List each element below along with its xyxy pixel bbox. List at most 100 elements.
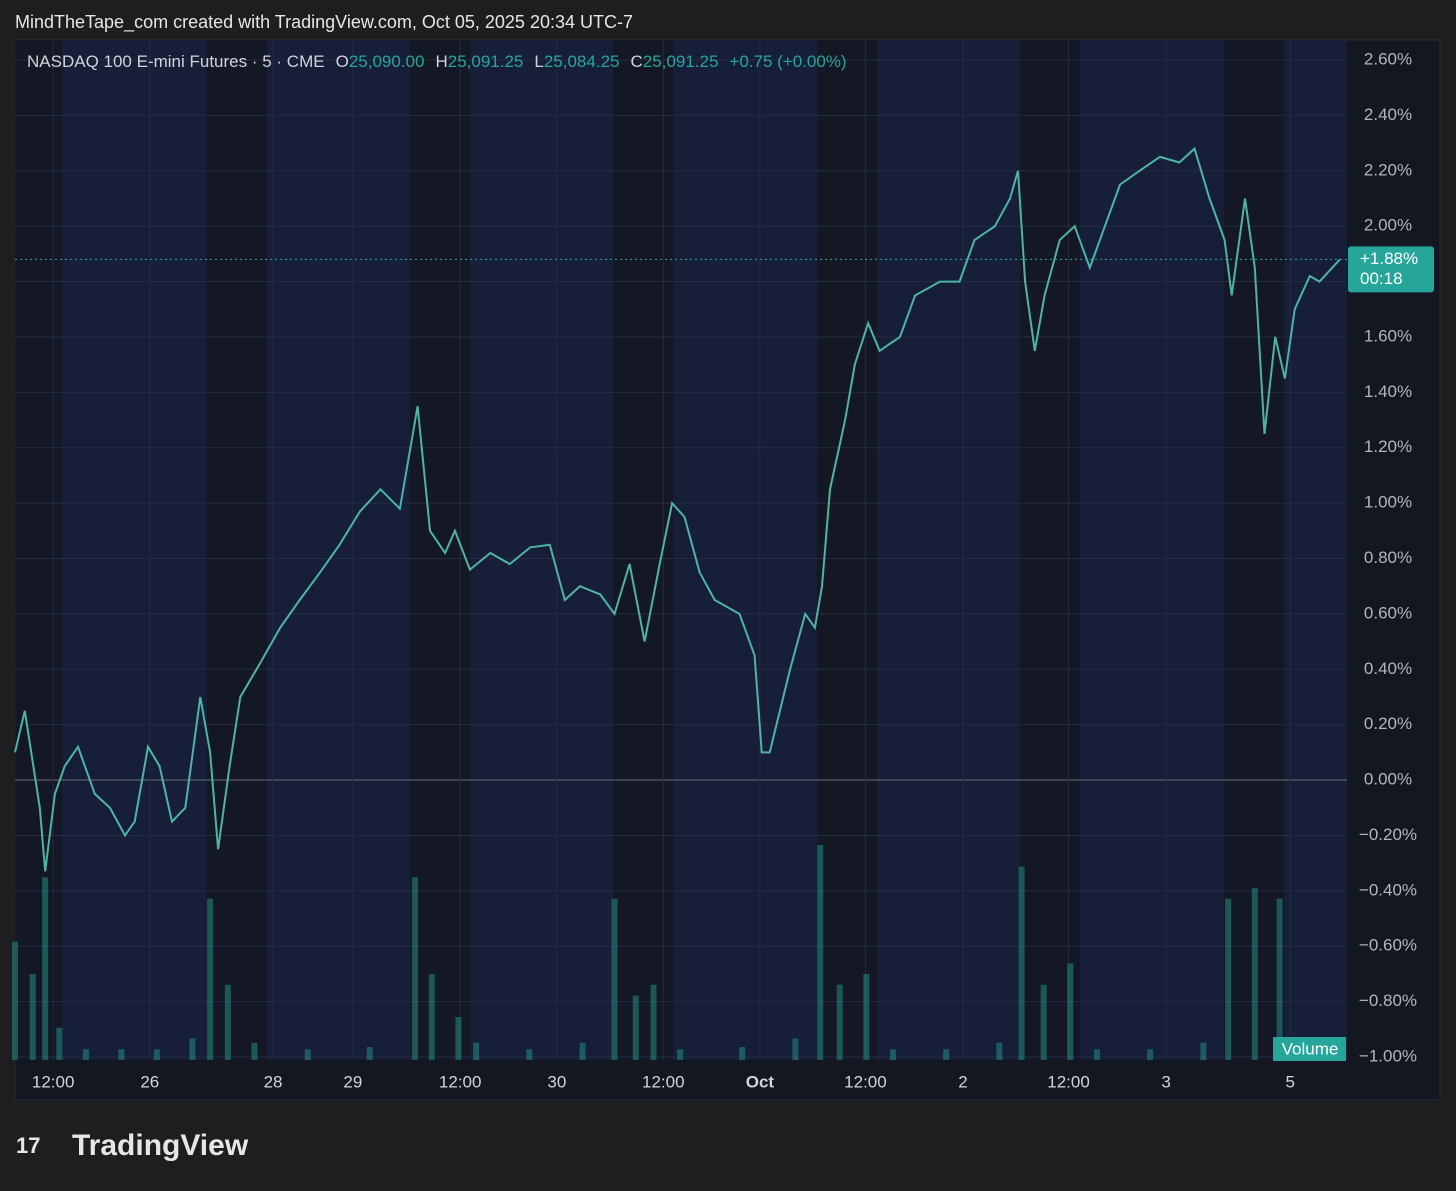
session-bands: [15, 40, 1284, 1060]
volume-bar: [56, 1027, 63, 1060]
legend-h-key: H: [435, 52, 447, 71]
volume-bar: [943, 1049, 950, 1060]
legend-o: 25,090.00: [349, 52, 425, 71]
volume-bar: [611, 898, 618, 1060]
y-tick-label: 0.00%: [1364, 770, 1412, 789]
price-line: [14, 146, 1341, 872]
x-tick-label: 12:00: [844, 1072, 887, 1091]
x-tick-label: 12:00: [1047, 1072, 1090, 1091]
legend-c-key: C: [630, 52, 642, 71]
x-tick-label: 12:00: [439, 1072, 482, 1091]
volume-bar: [996, 1042, 1003, 1060]
y-tick-label: 1.60%: [1364, 326, 1412, 345]
y-tick-label: 0.80%: [1364, 548, 1412, 567]
volume-bar: [207, 898, 214, 1060]
logo: TradingView: [72, 1129, 249, 1162]
session-band: [613, 40, 673, 1060]
y-tick-label: 0.20%: [1364, 714, 1412, 733]
volume-bar: [739, 1047, 746, 1060]
last-price-tag: [1348, 246, 1434, 293]
volume-bar: [526, 1049, 533, 1060]
x-tick-label: 12:00: [32, 1072, 75, 1091]
session-band: [15, 40, 62, 1060]
volume-bar: [29, 974, 36, 1060]
x-tick-label: 29: [343, 1072, 362, 1091]
y-tick-label: −0.40%: [1359, 880, 1417, 899]
volume-bar: [677, 1049, 684, 1060]
volume-bar: [455, 1017, 462, 1060]
y-tick-label: 1.20%: [1364, 437, 1412, 456]
session-band: [817, 40, 877, 1060]
x-tick-label: 30: [547, 1072, 566, 1091]
volume-bar: [366, 1047, 373, 1060]
last-price-label: +1.88%: [1360, 249, 1418, 268]
volume-bar: [792, 1038, 799, 1060]
x-tick-label: 26: [140, 1072, 159, 1091]
y-tick-label: −1.00%: [1359, 1046, 1417, 1065]
volume-bar: [251, 1042, 258, 1060]
volume-label: Volume: [1282, 1039, 1339, 1058]
volume-bar: [579, 1042, 586, 1060]
y-tick-label: −0.60%: [1359, 936, 1417, 955]
x-tick-label: 2: [958, 1072, 967, 1091]
y-tick-label: 2.60%: [1364, 49, 1412, 68]
volume-bar: [153, 1049, 160, 1060]
x-tick-label: 3: [1161, 1072, 1170, 1091]
volume-label-bg: [1273, 1037, 1346, 1061]
volume-bar: [1200, 1042, 1207, 1060]
volume-bar: [304, 1049, 311, 1060]
legend-c: 25,091.25: [643, 52, 719, 71]
y-tick-label: 1.00%: [1364, 493, 1412, 512]
volume-bar: [1093, 1049, 1100, 1060]
volume-bar: [1067, 963, 1074, 1060]
session-band: [1020, 40, 1080, 1060]
volume-bar: [189, 1038, 196, 1060]
volume-bar: [863, 974, 870, 1060]
legend-o-key: O: [336, 52, 349, 71]
caption: MindTheTape_com created with TradingView…: [15, 12, 633, 33]
session-band: [410, 40, 470, 1060]
y-tick-label: 2.40%: [1364, 105, 1412, 124]
volume-bar: [1040, 984, 1047, 1060]
volume-bar: [836, 984, 843, 1060]
y-tick-label: 2.20%: [1364, 160, 1412, 179]
x-tick-label: 28: [264, 1072, 283, 1091]
legend-h: 25,091.25: [448, 52, 524, 71]
logo-mark: 17: [16, 1133, 40, 1158]
volume-bar: [224, 984, 231, 1060]
session-band: [207, 40, 267, 1060]
y-tick-label: 1.40%: [1364, 382, 1412, 401]
y-tick-label: 2.00%: [1364, 216, 1412, 235]
volume-bar: [82, 1049, 89, 1060]
x-tick-label: 5: [1286, 1072, 1295, 1091]
volume-bar: [118, 1049, 125, 1060]
volume-bar: [1225, 898, 1232, 1060]
session-band: [1224, 40, 1284, 1060]
volume-bar: [42, 877, 49, 1060]
y-tick-label: 0.60%: [1364, 603, 1412, 622]
y-tick-label: −0.80%: [1359, 991, 1417, 1010]
volume-bar: [1147, 1049, 1154, 1060]
y-tick-label: −0.20%: [1359, 825, 1417, 844]
y-tick-label: 0.40%: [1364, 659, 1412, 678]
volume-bar: [650, 984, 657, 1060]
volume-bar: [817, 845, 824, 1060]
x-tick-label: Oct: [746, 1072, 775, 1091]
volume-bar: [632, 995, 639, 1060]
volume-bar: [1276, 898, 1283, 1060]
volume-bar: [428, 974, 435, 1060]
legend-l: 25,084.25: [544, 52, 620, 71]
volume-bar: [1018, 866, 1025, 1060]
x-tick-label: 12:00: [642, 1072, 685, 1091]
volume-bar: [473, 1042, 480, 1060]
countdown: 00:18: [1360, 269, 1403, 288]
volume-bar: [1251, 888, 1258, 1060]
volume-bar: [889, 1049, 896, 1060]
legend-change: +0.75 (+0.00%): [729, 52, 846, 71]
volume-bar: [12, 941, 18, 1060]
legend-l-key: L: [534, 52, 543, 71]
volume-bar: [411, 877, 418, 1060]
legend-symbol: NASDAQ 100 E-mini Futures · 5 · CME: [27, 52, 325, 71]
legend: NASDAQ 100 E-mini Futures · 5 · CME O25,0…: [27, 52, 847, 71]
